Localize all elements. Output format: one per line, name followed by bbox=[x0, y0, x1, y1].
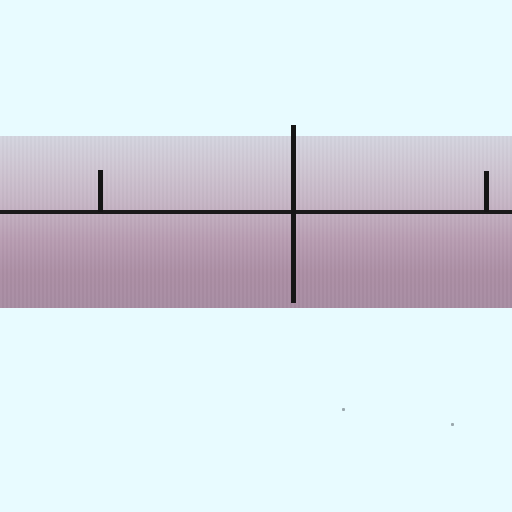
speck-mark bbox=[342, 408, 345, 411]
minor-tick-left bbox=[98, 170, 103, 212]
speck-mark bbox=[451, 423, 454, 426]
major-tick-center bbox=[291, 125, 296, 303]
scale-band bbox=[0, 136, 512, 308]
minor-tick-right bbox=[484, 171, 489, 212]
band-texture bbox=[0, 136, 512, 308]
scale-baseline bbox=[0, 210, 512, 214]
